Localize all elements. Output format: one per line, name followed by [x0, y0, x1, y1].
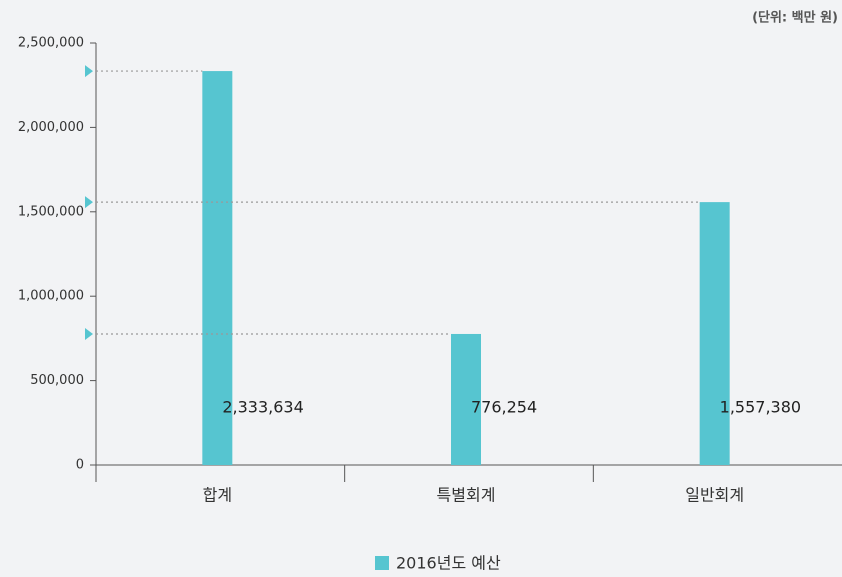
data-label: 2,333,634: [222, 398, 303, 417]
x-tick-label: 특별회계: [437, 486, 496, 505]
y-tick-label: 500,000: [30, 373, 84, 388]
reference-marker: [85, 327, 93, 340]
data-label: 1,557,380: [720, 398, 801, 417]
reference-marker: [85, 65, 93, 78]
reference-marker: [85, 196, 93, 209]
y-tick-label: 1,000,000: [18, 289, 84, 304]
legend-label: 2016년도 예산: [396, 554, 501, 573]
unit-label: (단위: 백만 원): [752, 10, 838, 26]
x-tick-label: 합계: [203, 486, 232, 505]
y-tick-label: 2,000,000: [18, 120, 84, 135]
bar: [202, 71, 233, 465]
y-tick-label: 1,500,000: [18, 204, 84, 219]
legend-swatch: [375, 556, 389, 570]
bar: [699, 202, 730, 465]
y-tick-label: 2,500,000: [18, 36, 84, 51]
data-label: 776,254: [471, 398, 537, 417]
y-tick-label: 0: [76, 458, 84, 473]
bar: [451, 333, 481, 465]
x-tick-label: 일반회계: [685, 486, 744, 505]
